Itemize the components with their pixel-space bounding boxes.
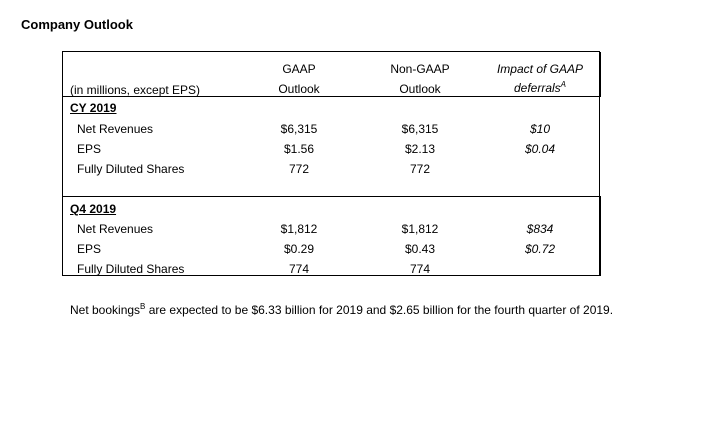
cell-impact: $0.72	[524, 242, 556, 256]
cell-gaap: $1.56	[283, 142, 315, 156]
row-label: Net Revenues	[77, 122, 154, 136]
row-label: Fully Diluted Shares	[77, 162, 185, 176]
cell-nongaap: $6,315	[401, 122, 439, 136]
cell-gaap: $1,812	[280, 222, 318, 236]
footnote-part2: are expected to be $6.33 billion for 201…	[145, 303, 614, 317]
cell-impact: $834	[526, 222, 554, 236]
header-rule	[63, 96, 601, 97]
col-gaap-line2: Outlook	[278, 82, 320, 96]
col-gaap-line1: GAAP	[282, 62, 316, 76]
col-nongaap-line2: Outlook	[399, 82, 441, 96]
section-right-rule	[600, 196, 601, 276]
page-title: Company Outlook	[21, 17, 133, 32]
cell-gaap: $6,315	[280, 122, 318, 136]
row-label: EPS	[77, 142, 102, 156]
col-impact-line2-text: deferrals	[513, 81, 561, 95]
cell-nongaap: $2.13	[404, 142, 436, 156]
cell-nongaap: 774	[409, 262, 431, 276]
cell-nongaap: $0.43	[404, 242, 436, 256]
cell-nongaap: $1,812	[401, 222, 439, 236]
row-label: Fully Diluted Shares	[77, 262, 185, 276]
cell-gaap: 772	[288, 162, 310, 176]
col-impact-line2: deferralsA	[513, 80, 567, 96]
units-label: (in millions, except EPS)	[70, 83, 201, 97]
cell-gaap: 774	[288, 262, 310, 276]
cell-impact: $10	[529, 122, 551, 136]
section-label-q42019: Q4 2019	[70, 202, 117, 216]
cell-impact: $0.04	[524, 142, 556, 156]
section-label-cy2019: CY 2019	[70, 101, 117, 115]
footnote-marker: B	[140, 302, 146, 311]
section-rule	[63, 196, 601, 197]
col-impact-footnote-marker: A	[560, 80, 567, 89]
row-label: EPS	[77, 242, 102, 256]
footnote-part1: Net bookings	[70, 303, 141, 317]
col-nongaap-line1: Non-GAAP	[390, 62, 450, 76]
cell-gaap: $0.29	[283, 242, 315, 256]
outlook-table: (in millions, except EPS) GAAP Outlook N…	[62, 51, 601, 276]
row-label: Net Revenues	[77, 222, 154, 236]
col-impact-line1: Impact of GAAP	[496, 62, 584, 76]
net-bookings-footnote: Net bookingsB are expected to be $6.33 b…	[70, 302, 614, 318]
header-right-rule	[600, 52, 601, 96]
cell-nongaap: 772	[409, 162, 431, 176]
